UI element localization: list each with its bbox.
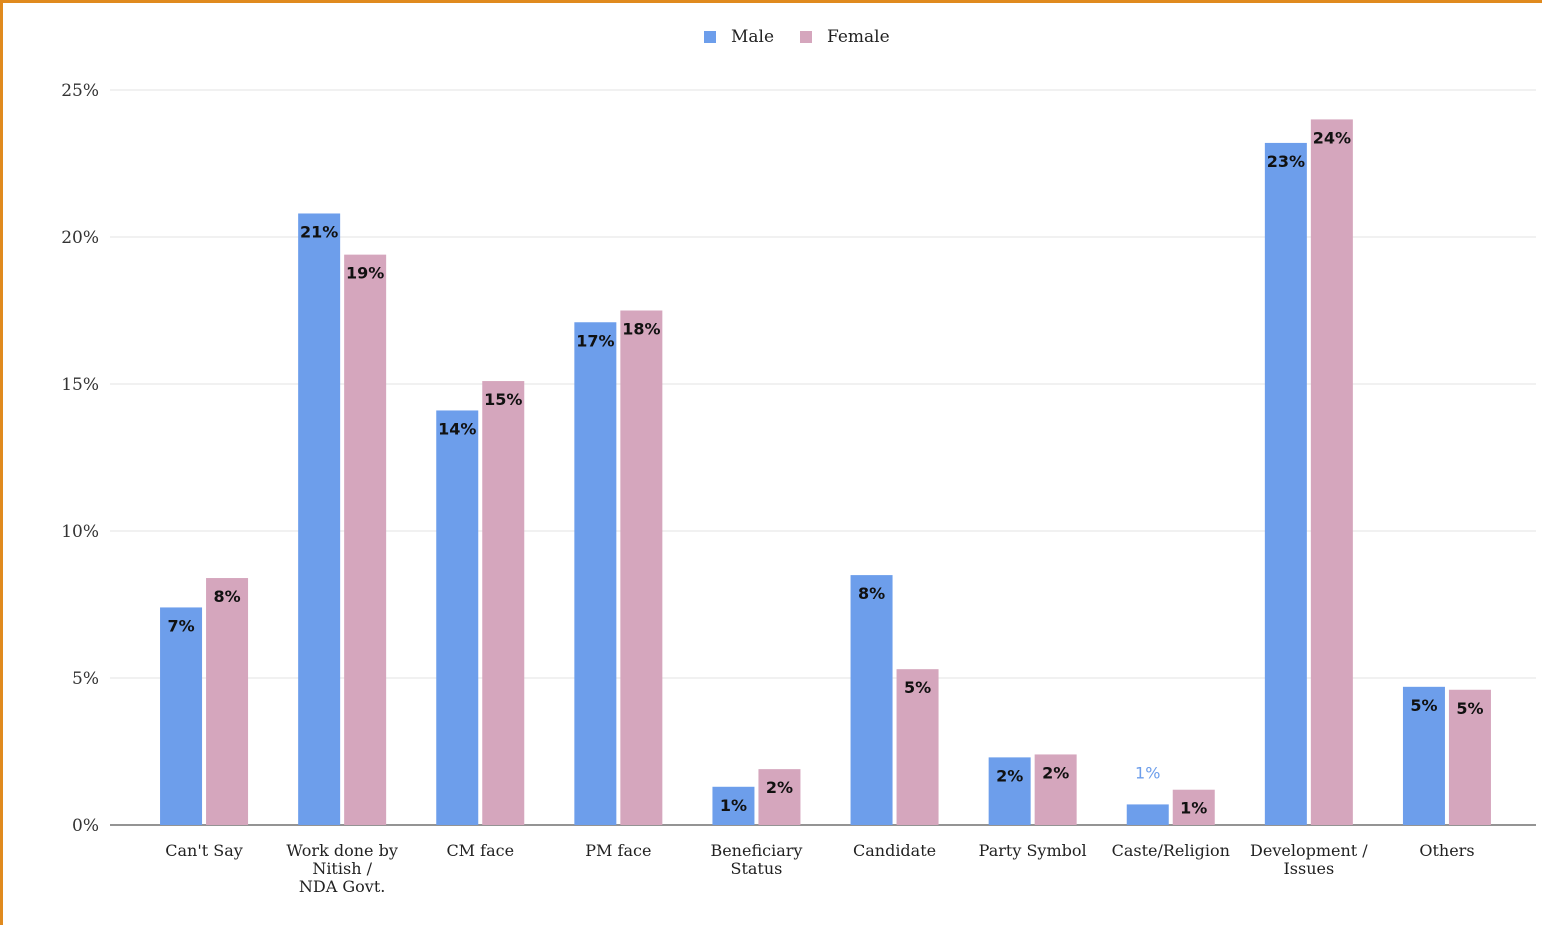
bar-male-3 [574,322,617,825]
bar-male-1 [298,213,341,826]
y-tick-label: 0% [72,816,99,836]
category-label: PM face [585,841,651,860]
bar-female-1 [344,254,387,825]
data-label: 8% [213,587,240,606]
category-label: Party Symbol [979,841,1087,860]
data-label: 2% [766,778,793,797]
data-label: 17% [576,331,614,350]
bar-male-0 [160,607,203,825]
data-label: 5% [1410,696,1437,715]
legend-label-female: Female [827,27,890,47]
category-label: Nitish / [312,859,372,878]
legend: Male Female [704,27,890,47]
category-label: Status [731,859,783,878]
data-label: 21% [300,222,338,241]
data-label: 1% [720,796,747,815]
y-tick-label: 15% [61,375,99,395]
y-tick-label: 10% [61,522,99,542]
category-label: Work done by [286,841,397,860]
bar-female-0 [206,578,249,825]
data-label: 1% [1180,799,1207,818]
category-label: Caste/Religion [1112,841,1230,860]
data-label: 5% [1456,699,1483,718]
category-label: Candidate [853,841,936,860]
bars [160,119,1491,826]
y-axis-ticks: 0% 5% 10% 15% 20% 25% [61,81,99,836]
bar-male-9 [1402,686,1445,825]
legend-swatch-female [800,31,812,43]
data-label: 8% [858,584,885,603]
bar-male-8 [1264,142,1307,826]
bar-female-2 [482,381,525,825]
bar-female-4 [758,769,801,825]
data-label: 2% [1042,763,1069,782]
bar-chart: 0% 5% 10% 15% 20% 25% 7% 8% 21% 19% 14% 15% 17% 18% 1… [61,27,1536,896]
y-tick-label: 20% [61,228,99,248]
bar-female-5 [896,669,939,825]
data-label: 7% [167,616,194,635]
bar-male-5 [850,575,893,825]
data-label: 23% [1267,152,1305,171]
category-label: Development / [1250,841,1368,860]
category-label: Can't Say [165,841,243,860]
category-label: NDA Govt. [299,877,385,896]
bar-female-8 [1310,119,1353,825]
category-label: Beneficiary [710,841,802,860]
bar-male-2 [436,410,479,825]
category-label: CM face [446,841,514,860]
data-label: 1% [1135,763,1160,782]
bar-male-6 [988,757,1031,825]
legend-swatch-male [704,31,716,43]
data-label: 18% [622,320,660,339]
y-tick-label: 25% [61,81,99,101]
bar-female-7 [1172,789,1215,825]
bar-male-4 [712,786,755,825]
data-label: 2% [996,766,1023,785]
data-label: 15% [484,390,522,409]
data-labels: 7% 8% 21% 19% 14% 15% 17% 18% 1% 2% 8% 5% 2% 2% 1% 1% 23… [167,128,1483,817]
bar-female-6 [1034,754,1077,825]
y-tick-label: 5% [72,669,99,689]
bar-female-9 [1448,689,1491,825]
legend-label-male: Male [731,27,774,47]
category-label: Others [1419,841,1474,860]
category-label: Issues [1283,859,1334,878]
data-label: 5% [904,678,931,697]
bar-female-3 [620,310,663,825]
data-label: 14% [438,419,476,438]
data-label: 19% [346,264,384,283]
data-label: 24% [1313,128,1351,147]
bar-male-7 [1126,804,1169,825]
